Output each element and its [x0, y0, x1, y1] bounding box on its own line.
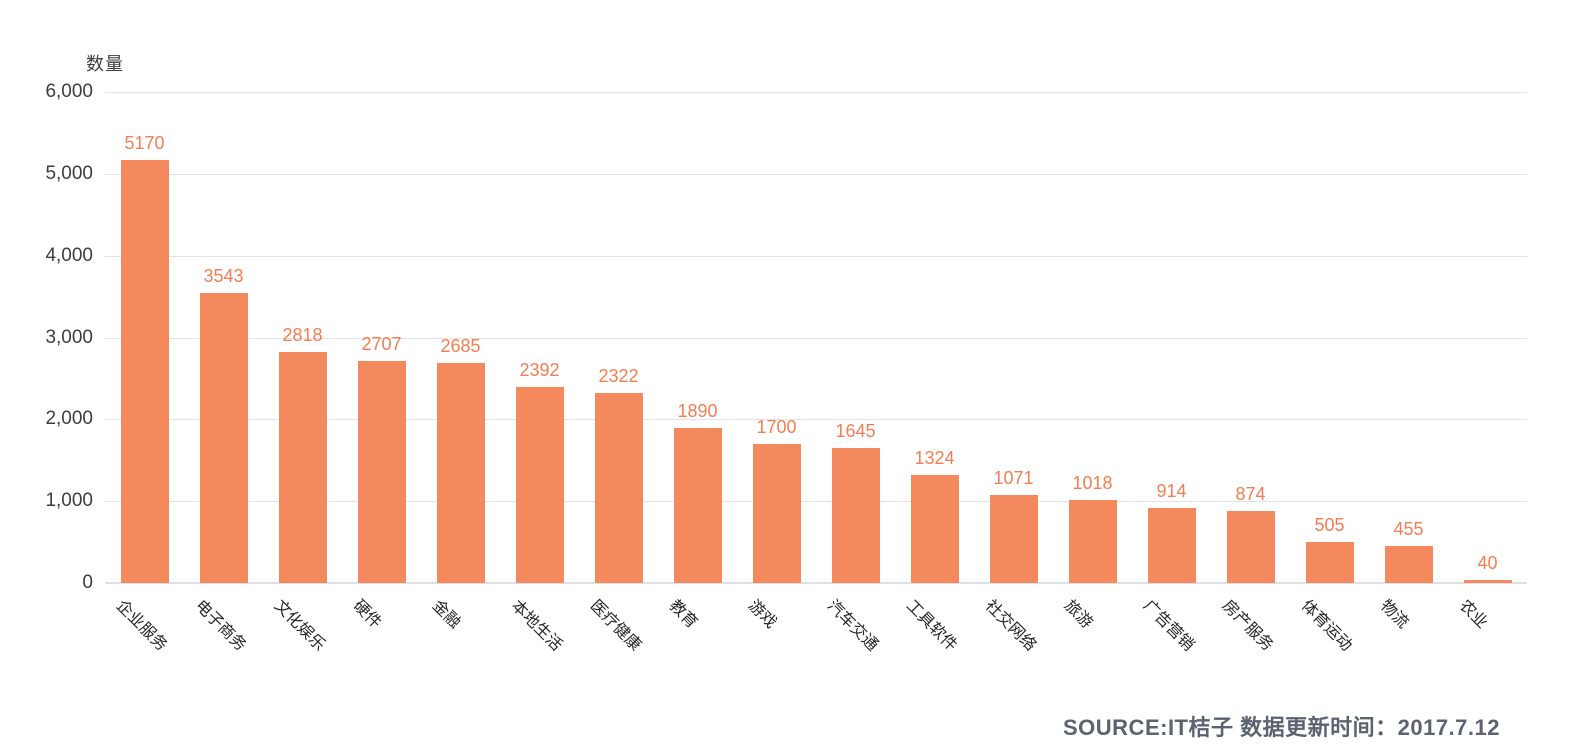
x-axis-label: 教育 [665, 597, 700, 632]
bar-value-label: 2685 [440, 336, 481, 357]
bar [1068, 499, 1117, 583]
bar-value-label: 2707 [361, 334, 402, 355]
x-axis-label: 物流 [1376, 597, 1411, 632]
bar [357, 361, 406, 583]
bar-value-label: 1645 [835, 421, 876, 442]
gridline [105, 419, 1527, 421]
x-axis-label: 硬件 [349, 597, 384, 632]
bar-value-label: 455 [1393, 518, 1424, 539]
x-axis-label: 金融 [428, 597, 463, 632]
gridline [105, 92, 1527, 93]
bar [120, 159, 169, 583]
bar [199, 293, 248, 583]
bar-value-label: 2322 [598, 365, 639, 386]
bar [278, 352, 327, 583]
bar [673, 428, 722, 583]
bar [1384, 545, 1433, 583]
bar [752, 443, 801, 583]
x-axis-label: 游戏 [744, 597, 779, 632]
bar-value-label: 874 [1235, 484, 1266, 505]
source-note: SOURCE:IT桔子 数据更新时间：2017.7.12 [1063, 715, 1500, 740]
y-tick-label: 3,000 [45, 326, 93, 348]
y-tick-label: 6,000 [45, 81, 93, 102]
bar [989, 495, 1038, 583]
y-tick-label: 4,000 [45, 244, 93, 266]
y-axis-title: 数量 [86, 54, 124, 74]
bar [831, 448, 880, 583]
bar-value-label: 1890 [677, 401, 718, 422]
bar [910, 474, 959, 583]
gridline [105, 173, 1527, 175]
y-tick-label: 5,000 [45, 162, 93, 184]
gridline [105, 337, 1527, 339]
gridline [105, 501, 1527, 503]
bar-value-label: 3543 [203, 266, 244, 287]
y-tick-label: 1,000 [45, 490, 93, 512]
x-axis-label: 社交网络 [981, 597, 1039, 655]
x-axis-line [105, 582, 1527, 584]
x-axis-label: 旅游 [1060, 597, 1095, 632]
bar [436, 363, 485, 583]
x-axis-label: 本地生活 [507, 597, 565, 655]
bar [515, 387, 564, 583]
bar-value-label: 1700 [756, 416, 797, 437]
x-axis-label: 房产服务 [1218, 597, 1276, 655]
y-tick-label: 0 [82, 572, 93, 593]
bar-value-label: 1324 [914, 447, 955, 468]
x-axis-label: 农业 [1455, 597, 1490, 632]
bar [1463, 579, 1512, 583]
x-axis-label: 汽车交通 [823, 597, 881, 655]
x-axis-label: 医疗健康 [586, 597, 644, 655]
x-axis-label: 文化娱乐 [270, 597, 328, 655]
x-axis-label: 企业服务 [112, 597, 170, 655]
bar [1147, 508, 1196, 583]
bar-value-label: 2818 [282, 325, 323, 346]
bar [594, 392, 643, 583]
plot-area: 0 1,000 2,000 3,000 4,000 5,000 6,000 5170 企业服务 3… [45, 81, 1527, 655]
bar-value-label: 5170 [124, 132, 165, 153]
bar [1226, 511, 1275, 583]
x-axis-label: 广告营销 [1139, 597, 1197, 655]
x-axis-label: 电子商务 [191, 597, 249, 655]
bar-value-label: 505 [1314, 514, 1345, 535]
bar-value-label: 914 [1156, 481, 1187, 502]
y-tick-label: 2,000 [45, 408, 93, 430]
x-axis-label: 体育运动 [1297, 597, 1355, 655]
bar-value-label: 40 [1477, 552, 1498, 573]
bar-value-label: 1071 [993, 468, 1034, 489]
gridline [105, 255, 1527, 257]
x-axis-label: 工具软件 [902, 597, 960, 655]
bar-value-label: 2392 [519, 360, 560, 381]
bar-value-label: 1018 [1072, 472, 1113, 493]
bar [1305, 541, 1354, 583]
